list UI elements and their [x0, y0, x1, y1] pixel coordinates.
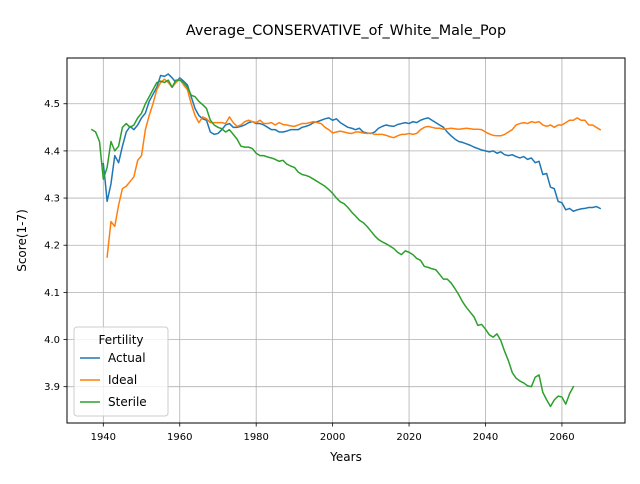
legend: Fertility Actual Ideal Sterile	[73, 326, 169, 417]
y-tick-label: 4.1	[44, 288, 60, 299]
y-tick-label: 4.2	[44, 241, 60, 252]
x-tick-label: 2020	[396, 432, 421, 443]
x-tick-label: 2040	[473, 432, 498, 443]
y-axis-label: Score(1-7)	[15, 209, 29, 272]
y-tick-label: 3.9	[44, 382, 60, 393]
series-line-sterile	[90, 79, 575, 408]
y-tick-label: 4.0	[44, 335, 60, 346]
x-tick-label: 1980	[243, 432, 268, 443]
x-tick-label: 2000	[320, 432, 345, 443]
series-line-actual	[102, 73, 602, 213]
x-axis-label: Years	[329, 450, 362, 464]
series-line-ideal	[106, 78, 602, 258]
plot-frame	[66, 57, 626, 424]
y-tick-label: 4.3	[44, 194, 60, 205]
legend-label-actual: Actual	[108, 351, 146, 365]
legend-title: Fertility	[98, 333, 143, 347]
x-axis-ticks: 1940 1960 1980 2000 2020 2040 2060	[91, 423, 575, 443]
y-tick-label: 4.4	[44, 146, 60, 157]
series-lines	[90, 73, 602, 408]
x-tick-label: 2060	[549, 432, 574, 443]
chart-title: Average_CONSERVATIVE_of_White_Male_Pop	[186, 23, 506, 39]
x-tick-label: 1940	[91, 432, 116, 443]
y-axis-ticks: 3.9 4.0 4.1 4.2 4.3 4.4 4.5	[44, 99, 67, 393]
legend-box	[73, 326, 169, 417]
y-tick-label: 4.5	[44, 99, 60, 110]
legend-label-ideal: Ideal	[108, 373, 137, 387]
legend-label-sterile: Sterile	[108, 395, 147, 409]
x-tick-label: 1960	[167, 432, 192, 443]
